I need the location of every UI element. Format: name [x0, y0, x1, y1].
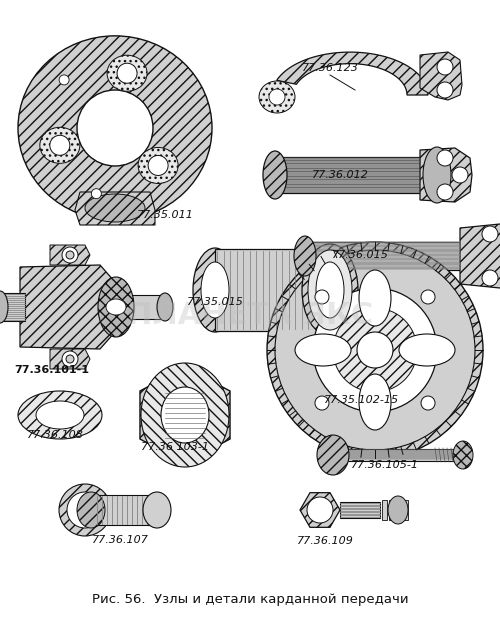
Circle shape — [77, 90, 153, 166]
Ellipse shape — [98, 277, 134, 337]
Circle shape — [62, 351, 78, 367]
Circle shape — [117, 63, 137, 83]
Ellipse shape — [138, 148, 178, 184]
Bar — [382, 500, 387, 520]
Polygon shape — [50, 245, 90, 265]
Bar — [0, 293, 25, 321]
Circle shape — [482, 270, 498, 286]
Text: 77.36.107: 77.36.107 — [92, 535, 148, 545]
Ellipse shape — [106, 299, 126, 315]
Ellipse shape — [359, 374, 391, 430]
Ellipse shape — [275, 250, 475, 450]
Text: 77.36 103-1: 77.36 103-1 — [141, 442, 209, 452]
Ellipse shape — [107, 56, 147, 91]
Ellipse shape — [157, 293, 173, 321]
Circle shape — [315, 290, 329, 304]
Circle shape — [66, 355, 74, 363]
Ellipse shape — [36, 401, 84, 429]
Ellipse shape — [316, 262, 344, 318]
Circle shape — [148, 155, 168, 175]
Ellipse shape — [307, 497, 333, 523]
Bar — [389, 500, 394, 520]
Bar — [275, 157, 420, 193]
Ellipse shape — [294, 236, 316, 276]
Ellipse shape — [141, 363, 229, 467]
Polygon shape — [300, 493, 340, 528]
Circle shape — [66, 251, 74, 259]
Ellipse shape — [143, 492, 171, 528]
Polygon shape — [420, 52, 462, 100]
Text: 77.36.123: 77.36.123 — [302, 63, 358, 73]
Polygon shape — [460, 224, 500, 288]
Bar — [403, 500, 408, 520]
Circle shape — [59, 75, 69, 85]
Ellipse shape — [259, 81, 295, 113]
Bar — [97, 495, 157, 525]
Circle shape — [437, 59, 453, 75]
Ellipse shape — [399, 334, 455, 366]
Polygon shape — [20, 265, 115, 349]
Text: 77.36.015: 77.36.015 — [332, 250, 388, 260]
Circle shape — [421, 290, 435, 304]
Ellipse shape — [359, 270, 391, 326]
Text: 77.35.102-15: 77.35.102-15 — [324, 395, 400, 405]
Ellipse shape — [67, 492, 103, 528]
Ellipse shape — [59, 484, 111, 536]
Polygon shape — [50, 349, 90, 369]
Text: 77.36.012: 77.36.012 — [312, 170, 368, 180]
Circle shape — [437, 82, 453, 98]
Ellipse shape — [333, 308, 417, 392]
Bar — [305, 242, 460, 270]
Polygon shape — [140, 367, 230, 463]
Ellipse shape — [423, 147, 451, 203]
Circle shape — [92, 189, 102, 199]
Text: 77.36.101-1: 77.36.101-1 — [14, 365, 90, 375]
Circle shape — [62, 247, 78, 263]
Circle shape — [437, 150, 453, 166]
Circle shape — [315, 396, 329, 410]
Ellipse shape — [18, 36, 212, 220]
Circle shape — [437, 184, 453, 200]
Ellipse shape — [308, 250, 352, 330]
Ellipse shape — [317, 435, 349, 475]
Bar — [340, 502, 380, 518]
Polygon shape — [276, 52, 428, 95]
Ellipse shape — [0, 291, 8, 323]
Ellipse shape — [302, 244, 358, 336]
Ellipse shape — [201, 262, 229, 318]
Text: 77.36.105-1: 77.36.105-1 — [351, 460, 419, 470]
Circle shape — [452, 167, 468, 183]
Circle shape — [50, 135, 70, 155]
Ellipse shape — [295, 334, 351, 366]
Ellipse shape — [267, 242, 483, 458]
Polygon shape — [75, 192, 155, 225]
Circle shape — [421, 396, 435, 410]
Ellipse shape — [161, 387, 209, 443]
Ellipse shape — [193, 248, 237, 332]
Bar — [115, 295, 165, 319]
Circle shape — [269, 89, 285, 105]
Text: 77.36.109: 77.36.109 — [296, 536, 354, 546]
Ellipse shape — [453, 441, 473, 469]
Bar — [396, 500, 401, 520]
Text: 77.36.108: 77.36.108 — [26, 430, 84, 440]
Text: Рис. 56.  Узлы и детали карданной передачи: Рис. 56. Узлы и детали карданной передач… — [92, 594, 408, 606]
Circle shape — [357, 332, 393, 368]
Ellipse shape — [18, 391, 102, 439]
Text: 77.35.015: 77.35.015 — [186, 297, 244, 307]
Circle shape — [482, 226, 498, 242]
Bar — [215, 249, 330, 331]
Text: 77.35.011: 77.35.011 — [136, 210, 194, 220]
Polygon shape — [420, 148, 472, 202]
Ellipse shape — [388, 496, 408, 524]
Bar — [333, 449, 463, 461]
Ellipse shape — [263, 151, 287, 199]
Text: ПЛАНЕТА ЯКС: ПЛАНЕТА ЯКС — [127, 301, 373, 330]
Ellipse shape — [313, 288, 437, 412]
Ellipse shape — [77, 492, 105, 528]
Ellipse shape — [40, 127, 80, 163]
Ellipse shape — [85, 194, 145, 222]
